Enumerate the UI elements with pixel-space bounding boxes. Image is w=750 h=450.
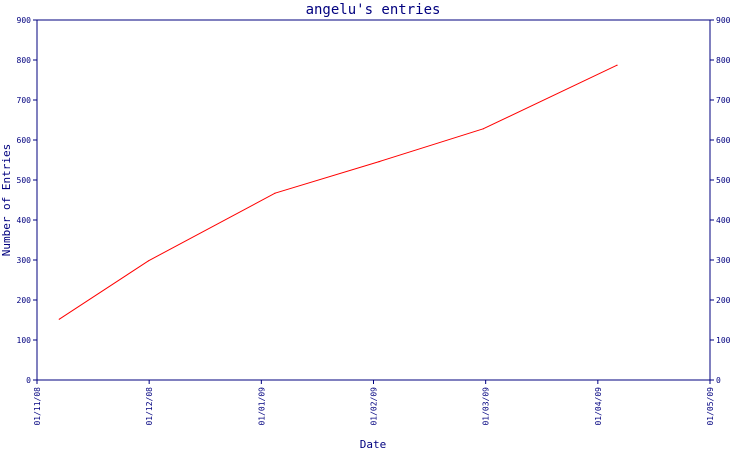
data-point	[274, 192, 276, 194]
x-axis: 01/11/08 01/12/08 01/01/09 01/02/09 01/03/09…	[33, 380, 715, 426]
y-tick-label-left: 200	[17, 296, 32, 305]
y-tick-label-right: 0	[716, 376, 721, 385]
x-tick-label: 01/01/09	[257, 387, 266, 426]
y-tick-label-left: 600	[17, 136, 32, 145]
series-layer	[58, 64, 618, 320]
y-tick-label-left: 800	[17, 56, 32, 65]
x-tick-label: 01/03/09	[482, 387, 491, 426]
y-tick-label-right: 700	[716, 96, 731, 105]
x-tick-label: 01/12/08	[145, 387, 154, 426]
y-tick-label-right: 800	[716, 56, 731, 65]
y-tick-label-right: 200	[716, 296, 731, 305]
y-tick-label-left: 400	[17, 216, 32, 225]
plot-area	[36, 19, 711, 381]
x-tick-label: 01/05/09	[706, 387, 715, 426]
y-tick-label-right: 600	[716, 136, 731, 145]
data-point	[482, 128, 484, 130]
plot-frame	[36, 19, 711, 381]
data-point	[147, 260, 150, 262]
y-tick-label-left: 100	[17, 336, 32, 345]
y-tick-label-left: 300	[17, 256, 32, 265]
y-tick-label-right: 100	[716, 336, 731, 345]
y-tick-label-left: 0	[26, 376, 31, 385]
y-tick-label-left: 500	[17, 176, 32, 185]
data-point	[58, 318, 60, 320]
chart-title: angelu's entries	[306, 2, 441, 18]
data-point	[616, 64, 618, 66]
series-line	[59, 64, 618, 320]
y-axis-label: Number of Entries	[0, 144, 13, 257]
x-tick-label: 01/04/09	[594, 387, 603, 426]
y-tick-label-left: 700	[17, 96, 32, 105]
x-axis-label: Date	[360, 438, 387, 450]
x-tick-label: 01/02/09	[370, 387, 379, 426]
data-point	[378, 161, 380, 163]
y-tick-label-right: 400	[716, 216, 731, 225]
x-tick-label: 01/11/08	[33, 387, 42, 426]
y-tick-label-left: 900	[17, 16, 32, 25]
y-tick-label-right: 300	[716, 256, 731, 265]
y-axis-left: 0 100 200 300 400 500 600 700 800 900	[17, 16, 37, 385]
y-axis-right: 0 100 200 300 400 500 600 700 800 900	[710, 16, 731, 385]
y-tick-label-right: 500	[716, 176, 731, 185]
y-tick-label-right: 900	[716, 16, 731, 25]
